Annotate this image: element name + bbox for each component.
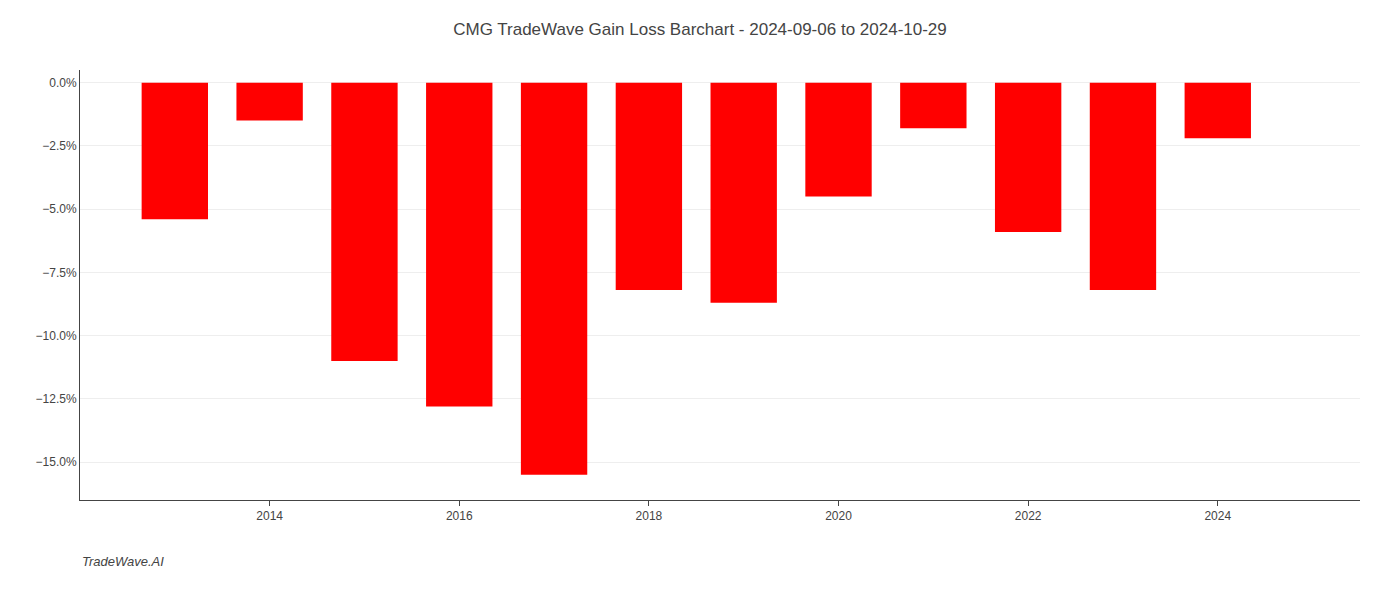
- svg-text:−15.0%: −15.0%: [36, 455, 77, 469]
- svg-text:−12.5%: −12.5%: [36, 392, 77, 406]
- svg-text:CMG TradeWave Gain Loss Barcha: CMG TradeWave Gain Loss Barchart - 2024-…: [453, 20, 947, 39]
- svg-text:TradeWave.AI: TradeWave.AI: [82, 554, 164, 569]
- svg-text:2014: 2014: [256, 509, 283, 523]
- svg-text:2024: 2024: [1204, 509, 1231, 523]
- svg-text:2022: 2022: [1015, 509, 1042, 523]
- svg-text:−10.0%: −10.0%: [36, 329, 77, 343]
- svg-text:2016: 2016: [446, 509, 473, 523]
- svg-text:−2.5%: −2.5%: [42, 139, 77, 153]
- svg-text:2018: 2018: [636, 509, 663, 523]
- svg-text:2020: 2020: [825, 509, 852, 523]
- svg-text:−5.0%: −5.0%: [42, 202, 77, 216]
- svg-text:−7.5%: −7.5%: [42, 266, 77, 280]
- svg-text:0.0%: 0.0%: [49, 76, 77, 90]
